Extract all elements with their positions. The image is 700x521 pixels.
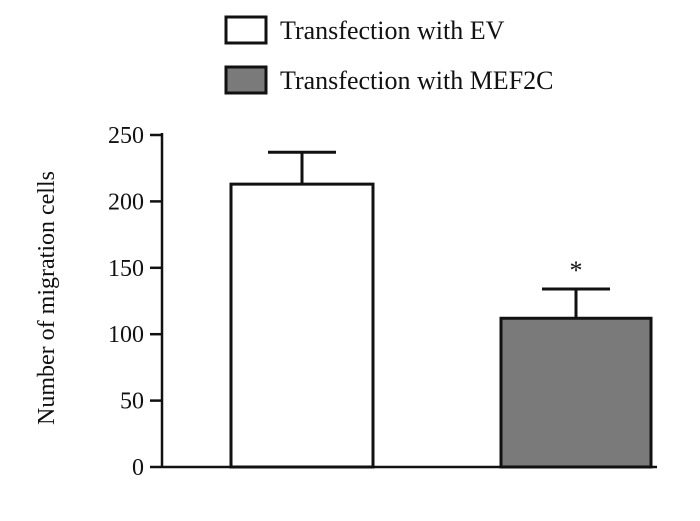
legend-swatch (224, 65, 268, 95)
y-tick-label: 0 (132, 455, 144, 481)
bar (499, 316, 653, 469)
legend-label: Transfection with MEF2C (280, 66, 554, 95)
y-tick-label: 150 (108, 256, 144, 282)
bar (229, 182, 375, 469)
legend: Transfection with EV Transfection with ME… (224, 15, 554, 95)
y-tick-label: 50 (120, 389, 144, 415)
y-tick-label: 100 (108, 322, 144, 348)
legend-swatch (224, 15, 268, 45)
y-axis-label: Number of migration cells (34, 171, 60, 425)
y-tick-label: 250 (108, 123, 144, 149)
legend-label: Transfection with EV (280, 16, 505, 45)
significance-marker: * (570, 256, 583, 285)
y-tick-label: 200 (108, 189, 144, 215)
bars: * (229, 150, 653, 469)
